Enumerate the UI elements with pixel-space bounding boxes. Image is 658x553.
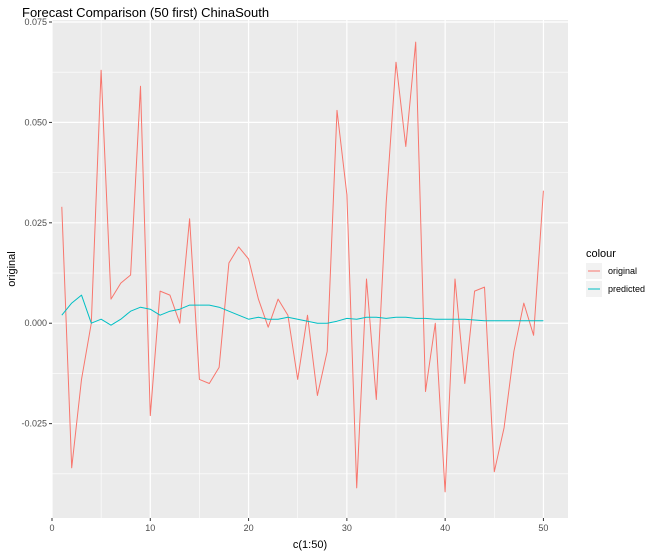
legend-label-original: original xyxy=(608,266,637,276)
legend: colour original predicted xyxy=(586,248,645,297)
grid-minor xyxy=(52,20,568,518)
series-line-original xyxy=(61,41,544,493)
series-line-predicted xyxy=(61,294,544,326)
x-tick-label: 0 xyxy=(49,523,54,533)
x-axis-title: c(1:50) xyxy=(293,539,327,551)
y-tick-label: 0.050 xyxy=(24,117,47,127)
x-tick-label: 20 xyxy=(244,523,254,533)
plot-panel xyxy=(52,20,568,518)
x-tick-label: 50 xyxy=(538,523,548,533)
chart-title: Forecast Comparison (50 first) ChinaSout… xyxy=(22,5,269,20)
series-layer xyxy=(61,41,544,493)
x-tick-label: 40 xyxy=(440,523,450,533)
x-tick-label: 10 xyxy=(145,523,155,533)
y-tick-label: 0.075 xyxy=(24,17,47,27)
legend-title: colour xyxy=(586,248,616,260)
y-tick-label: 0.025 xyxy=(24,218,47,228)
grid-major xyxy=(51,20,568,518)
ticks-layer: 0 10 20 30 40 50 -0.025 0.000 0.025 0.050 0.075 xyxy=(21,17,548,533)
y-axis-title: original xyxy=(6,251,18,286)
y-tick-label: 0.000 xyxy=(24,318,47,328)
legend-label-predicted: predicted xyxy=(608,284,645,294)
y-tick-label: -0.025 xyxy=(21,419,47,429)
x-tick-label: 30 xyxy=(342,523,352,533)
